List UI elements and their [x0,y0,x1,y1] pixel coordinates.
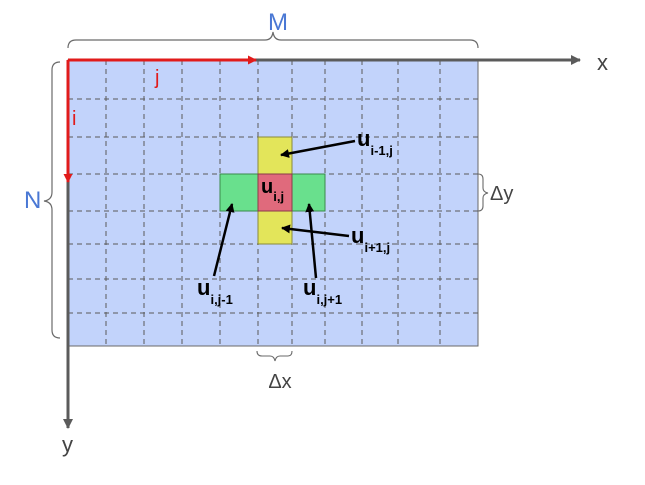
dx-label: Δx [268,371,291,393]
cell-left [219,173,259,212]
cell-above [257,136,293,175]
label-below: ui+1,j [351,223,390,255]
y-axis-label: y [62,432,73,457]
arrow-above [280,139,356,158]
label-left: ui,j-1 [197,275,233,307]
n-label: N [24,187,41,214]
label-center: ui,j [261,176,284,204]
dy-brace [477,173,489,212]
arrow-left [212,203,235,277]
label-above: ui-1,j [357,126,393,158]
x-axis-label: x [597,50,608,75]
arrow-right [305,203,318,279]
j-index-label: j [154,67,159,89]
label-right: ui,j+1 [303,275,342,307]
grid-lines [68,60,478,346]
dy-label: Δy [490,183,513,205]
cell-center [257,173,293,212]
arrow-below [281,224,350,238]
m-brace [67,31,479,49]
n-brace [43,61,61,339]
dx-brace [256,350,293,362]
m-label: M [268,9,288,36]
i-index-label: i [72,108,76,130]
